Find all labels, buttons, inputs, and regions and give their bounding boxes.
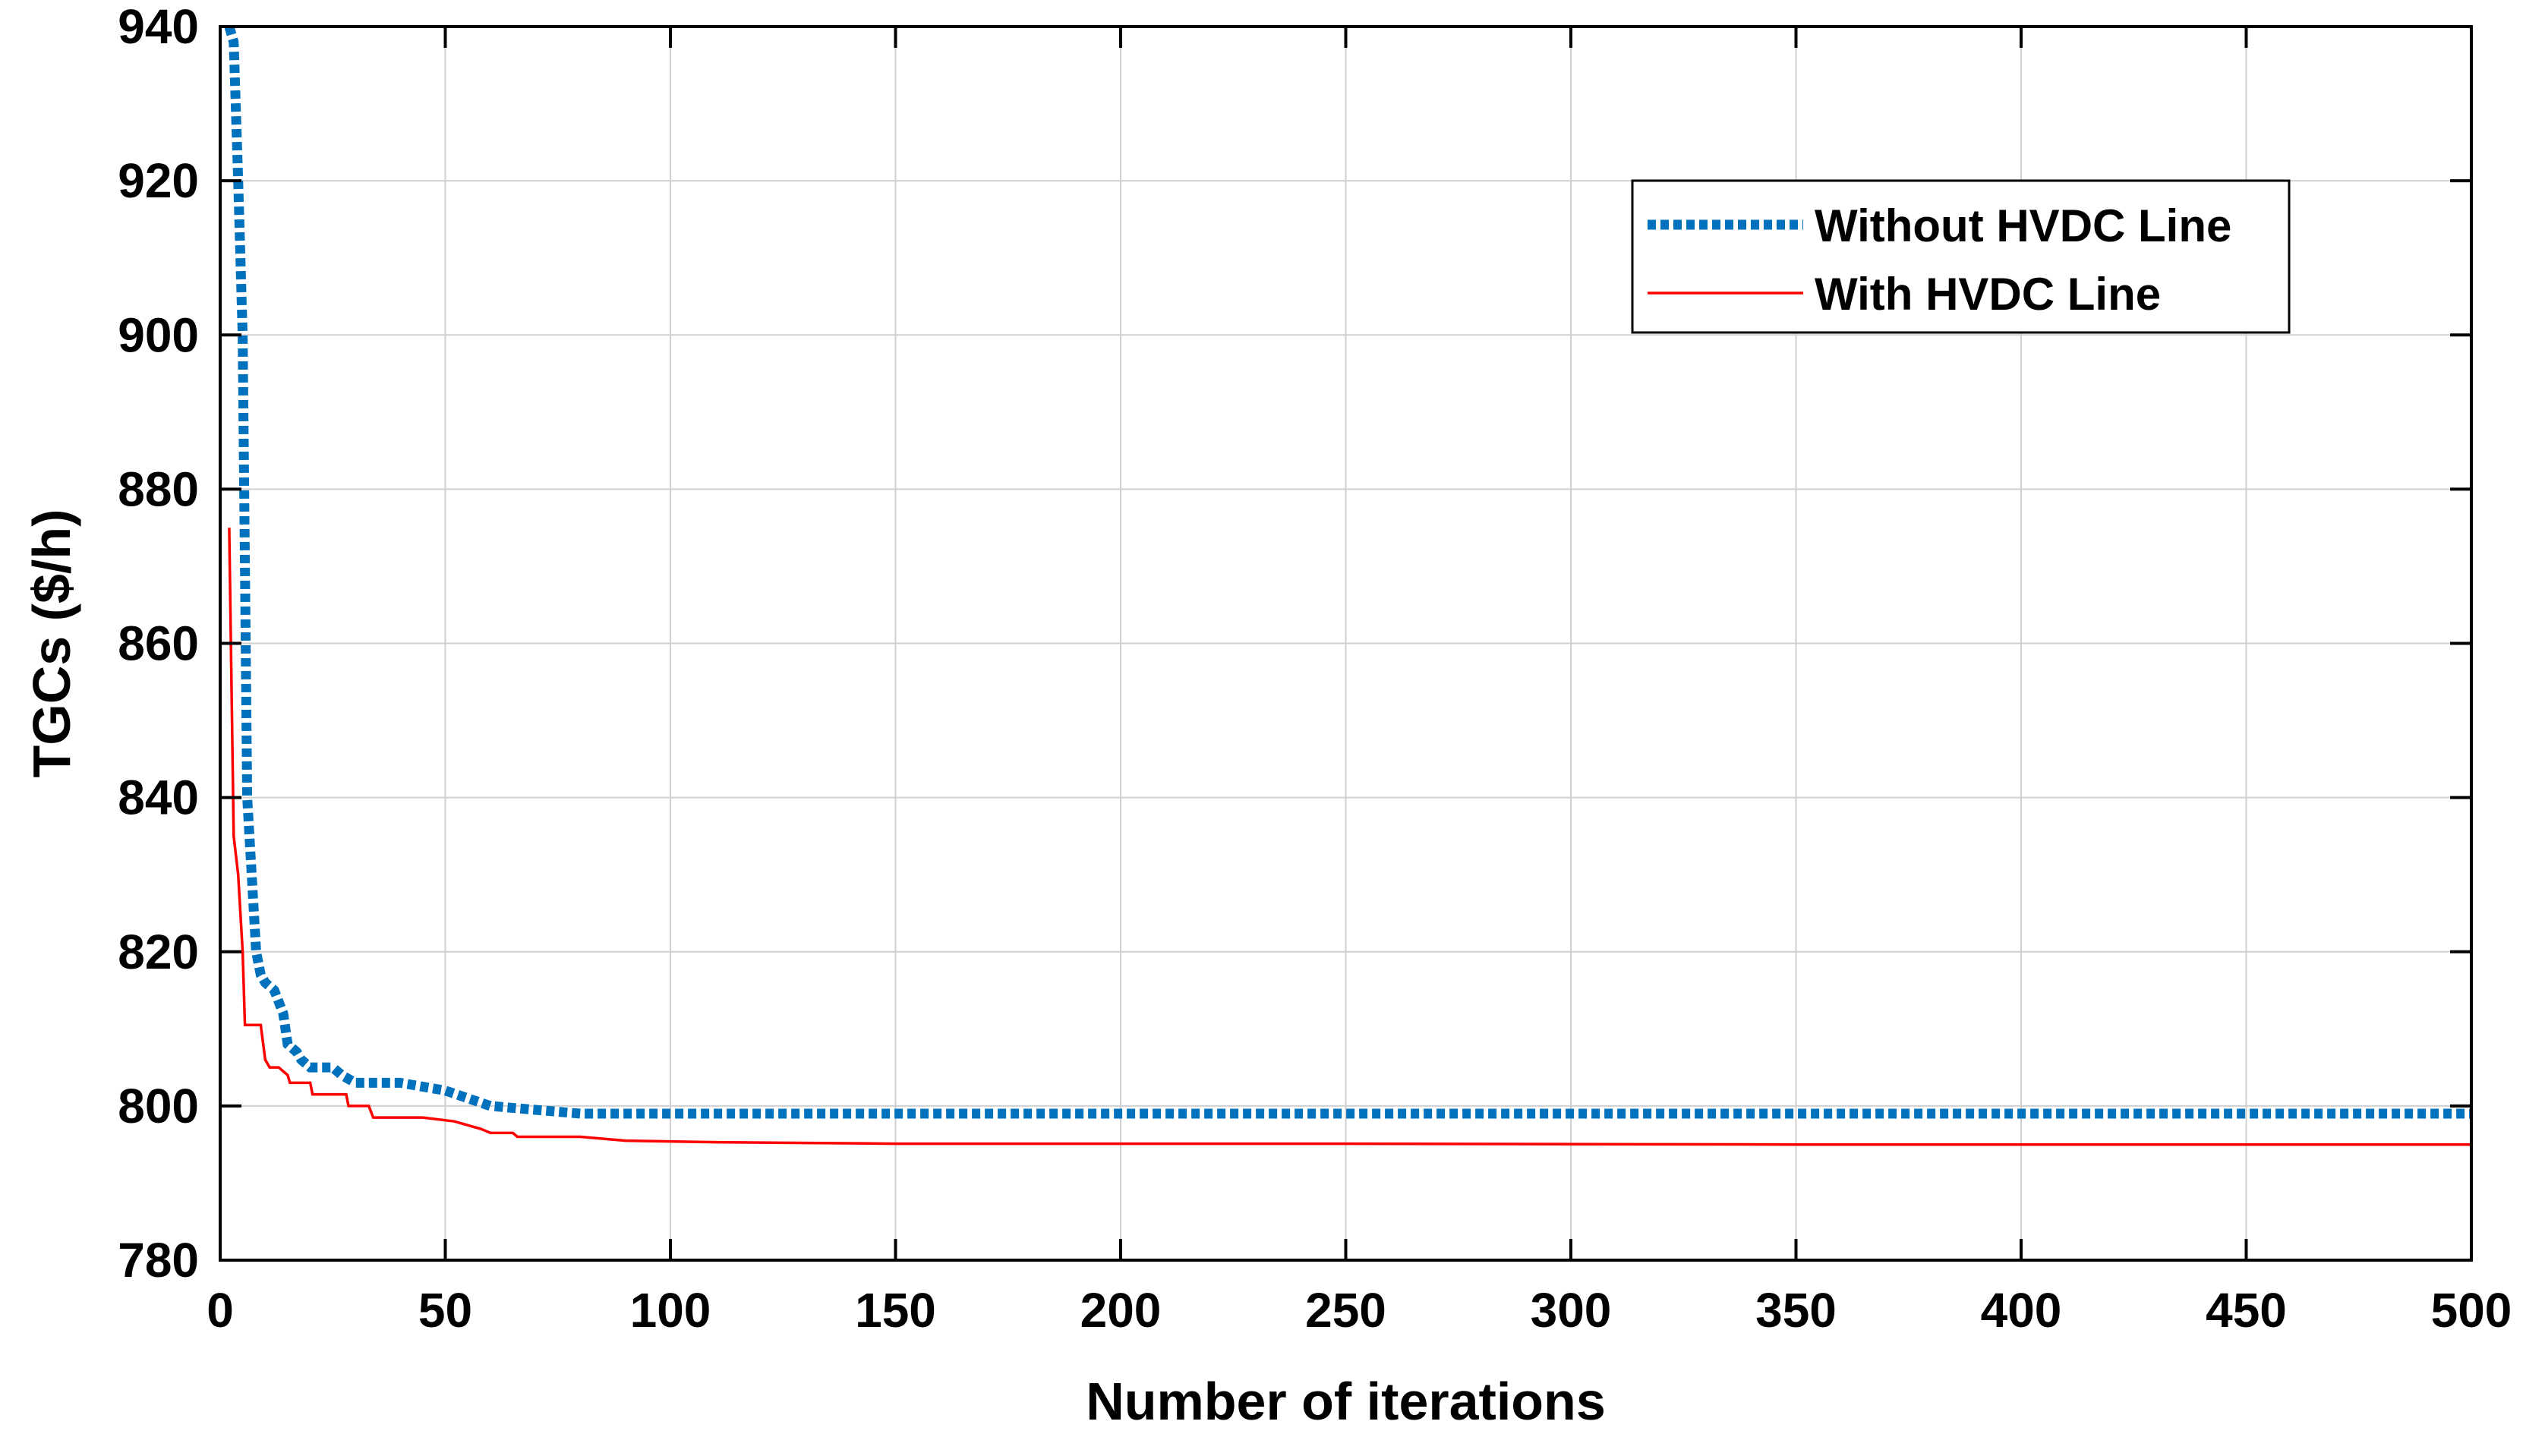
x-tick-label: 450	[2206, 1283, 2287, 1338]
x-tick-labels: 0 50 100 150 200 250 300 350 400 450 500	[207, 1283, 2512, 1338]
x-tick-label: 250	[1305, 1283, 1386, 1338]
y-tick-label: 820	[118, 925, 199, 979]
y-tick-labels: 780 800 820 840 860 880 900 920 940	[118, 0, 199, 1287]
series-lines	[224, 25, 2471, 1146]
y-tick-label: 940	[118, 0, 199, 54]
legend-entry-label: Without HVDC Line	[1815, 200, 2231, 251]
x-axis-label: Number of iterations	[1086, 1372, 1606, 1431]
x-tick-label: 100	[630, 1283, 711, 1338]
axis-ticks	[219, 25, 2473, 1262]
y-tick-label: 880	[118, 462, 199, 516]
y-tick-label: 800	[118, 1079, 199, 1133]
y-tick-label: 900	[118, 307, 199, 362]
legend-entry-label: With HVDC Line	[1815, 269, 2161, 320]
x-tick-label: 50	[418, 1283, 472, 1338]
series-line-with-hvdc	[228, 528, 2471, 1146]
series-line-without-hvdc	[224, 25, 2471, 1119]
legend-box	[1631, 179, 2291, 334]
y-tick-label: 860	[118, 616, 199, 671]
x-tick-label: 200	[1080, 1283, 1162, 1338]
x-tick-label: 0	[207, 1283, 234, 1338]
x-tick-label: 350	[1755, 1283, 1837, 1338]
x-tick-label: 500	[2431, 1283, 2512, 1338]
x-tick-label: 150	[855, 1283, 936, 1338]
x-tick-label: 300	[1531, 1283, 1612, 1338]
legend: Without HVDC Line With HVDC Line	[1631, 179, 2291, 334]
x-tick-label: 400	[1981, 1283, 2062, 1338]
y-tick-label: 840	[118, 771, 199, 825]
y-tick-label: 920	[118, 153, 199, 208]
y-axis-label: TGCs ($/h)	[22, 509, 81, 778]
y-tick-label: 780	[118, 1233, 199, 1287]
